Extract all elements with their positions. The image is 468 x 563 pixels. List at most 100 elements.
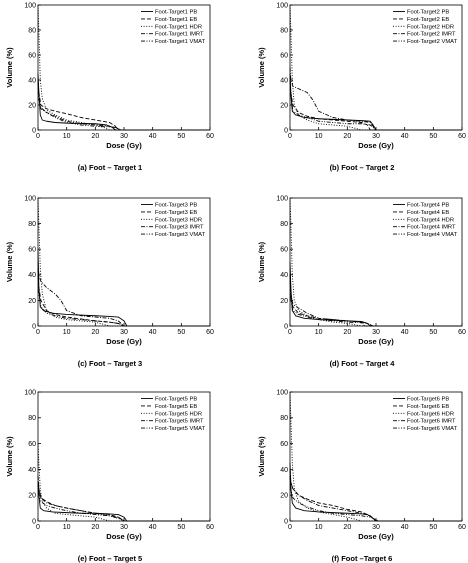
y-tick-label: 40 bbox=[28, 467, 36, 474]
series-line-dashdotdot bbox=[37, 268, 210, 327]
y-tick-label: 60 bbox=[28, 52, 36, 59]
legend-box bbox=[140, 200, 208, 239]
legend-label: Foot-Target1 VMAT bbox=[155, 39, 206, 45]
x-axis-title: Dose (Gy) bbox=[358, 337, 394, 346]
y-tick-label: 20 bbox=[28, 493, 36, 500]
x-tick-label: 0 bbox=[288, 133, 292, 140]
legend-label: Foot-Target2 EB bbox=[407, 17, 449, 23]
series-line-dashdotdot bbox=[289, 274, 462, 327]
x-tick-label: 10 bbox=[63, 329, 71, 336]
x-tick-label: 30 bbox=[120, 133, 128, 140]
x-tick-label: 60 bbox=[458, 329, 466, 336]
y-tick-label: 100 bbox=[276, 389, 288, 396]
x-tick-label: 50 bbox=[177, 329, 185, 336]
legend-box bbox=[140, 394, 208, 433]
series-line-solid bbox=[289, 462, 462, 522]
y-tick-label: 0 bbox=[284, 127, 288, 134]
legend-label: Foot-Target1 IMRT bbox=[155, 32, 204, 38]
y-axis-title: Volume (%) bbox=[257, 47, 266, 88]
panel-caption: (a) Foot – Target 1 bbox=[78, 163, 142, 172]
y-tick-label: 40 bbox=[28, 77, 36, 84]
y-axis-title: Volume (%) bbox=[5, 241, 14, 282]
x-tick-label: 10 bbox=[63, 133, 71, 140]
y-tick-label: 40 bbox=[280, 77, 288, 84]
y-tick-label: 80 bbox=[280, 415, 288, 422]
y-axis-title: Volume (%) bbox=[257, 436, 266, 477]
panel-caption: (e) Foot – Target 5 bbox=[78, 554, 142, 563]
legend-label: Foot-Target5 EB bbox=[155, 404, 197, 410]
series-line-dashed bbox=[37, 475, 210, 522]
legend-label: Foot-Target5 HDR bbox=[155, 411, 202, 417]
x-tick-label: 30 bbox=[120, 524, 128, 531]
x-tick-label: 10 bbox=[63, 524, 71, 531]
x-axis-title: Dose (Gy) bbox=[358, 532, 394, 541]
series-line-dashdotdot bbox=[289, 73, 462, 131]
legend-box bbox=[392, 200, 460, 239]
panel-caption: (b) Foot – Target 2 bbox=[330, 163, 395, 172]
legend-label: Foot-Target2 VMAT bbox=[407, 39, 458, 45]
y-tick-label: 60 bbox=[280, 52, 288, 59]
chart-panel-3: 0 10 20 30 40 50 60 0 20 40 60 80 100 Dose (Gy) Volume… bbox=[5, 195, 214, 368]
legend-label: Foot-Target6 EB bbox=[407, 404, 449, 410]
series-line-dotted bbox=[37, 443, 210, 522]
y-tick-label: 100 bbox=[24, 389, 36, 396]
x-tick-label: 60 bbox=[458, 524, 466, 531]
x-tick-label: 60 bbox=[458, 133, 466, 140]
series-line-solid bbox=[37, 73, 210, 131]
y-tick-label: 0 bbox=[32, 323, 36, 330]
y-tick-label: 80 bbox=[280, 27, 288, 34]
x-tick-label: 20 bbox=[343, 524, 351, 531]
panel-caption: (f) Foot –Target 6 bbox=[332, 554, 393, 563]
x-tick-label: 40 bbox=[149, 524, 157, 531]
series-line-dashed bbox=[289, 274, 462, 327]
x-axis-title: Dose (Gy) bbox=[106, 337, 142, 346]
legend-label: Foot-Target4 PB bbox=[407, 203, 449, 209]
chart-panel-4: 0 10 20 30 40 50 60 0 20 40 60 80 100 Dose (Gy) Volume… bbox=[257, 195, 466, 368]
y-tick-label: 100 bbox=[276, 195, 288, 202]
x-tick-label: 20 bbox=[91, 133, 99, 140]
legend-label: Foot-Target5 PB bbox=[155, 397, 197, 403]
y-axis-title: Volume (%) bbox=[5, 47, 14, 88]
x-tick-label: 20 bbox=[343, 329, 351, 336]
chart-panel-2: 0 10 20 30 40 50 60 0 20 40 60 80 100 Dose (Gy) Volume… bbox=[257, 2, 466, 172]
x-tick-label: 40 bbox=[401, 329, 409, 336]
legend-label: Foot-Target5 VMAT bbox=[155, 426, 206, 432]
legend-label: Foot-Target1 PB bbox=[155, 10, 197, 16]
legend-label: Foot-Target6 PB bbox=[407, 397, 449, 403]
x-tick-label: 0 bbox=[36, 133, 40, 140]
x-tick-label: 0 bbox=[36, 329, 40, 336]
series-line-dotted bbox=[37, 197, 210, 327]
legend-label: Foot-Target6 VMAT bbox=[407, 426, 458, 432]
legend-label: Foot-Target6 IMRT bbox=[407, 419, 456, 425]
legend-box bbox=[392, 394, 460, 433]
y-tick-label: 40 bbox=[28, 272, 36, 279]
y-tick-label: 0 bbox=[32, 127, 36, 134]
series-line-dashed bbox=[289, 79, 462, 131]
series-line-dashdot bbox=[289, 469, 462, 522]
x-tick-label: 0 bbox=[36, 524, 40, 531]
x-tick-label: 10 bbox=[315, 133, 323, 140]
x-tick-label: 60 bbox=[206, 524, 214, 531]
x-tick-label: 40 bbox=[149, 329, 157, 336]
y-tick-label: 60 bbox=[280, 441, 288, 448]
series-line-solid bbox=[37, 249, 210, 327]
legend-box bbox=[392, 7, 460, 46]
series-line-dotted bbox=[289, 391, 462, 522]
series-line-dashdot bbox=[289, 268, 462, 327]
x-tick-label: 20 bbox=[343, 133, 351, 140]
x-tick-label: 60 bbox=[206, 133, 214, 140]
series-line-solid bbox=[289, 73, 462, 131]
x-tick-label: 60 bbox=[206, 329, 214, 336]
legend-label: Foot-Target3 IMRT bbox=[155, 225, 204, 231]
x-tick-label: 50 bbox=[429, 329, 437, 336]
y-tick-label: 80 bbox=[28, 221, 36, 228]
legend-label: Foot-Target3 PB bbox=[155, 203, 197, 209]
legend-label: Foot-Target2 HDR bbox=[407, 24, 454, 30]
y-tick-label: 0 bbox=[284, 323, 288, 330]
legend-label: Foot-Target3 HDR bbox=[155, 217, 202, 223]
y-tick-label: 40 bbox=[280, 272, 288, 279]
chart-panel-6: 0 10 20 30 40 50 60 0 20 40 60 80 100 Dose (Gy) Volume… bbox=[257, 389, 466, 563]
series-line-dashdotdot bbox=[37, 77, 210, 131]
x-axis-title: Dose (Gy) bbox=[106, 532, 142, 541]
